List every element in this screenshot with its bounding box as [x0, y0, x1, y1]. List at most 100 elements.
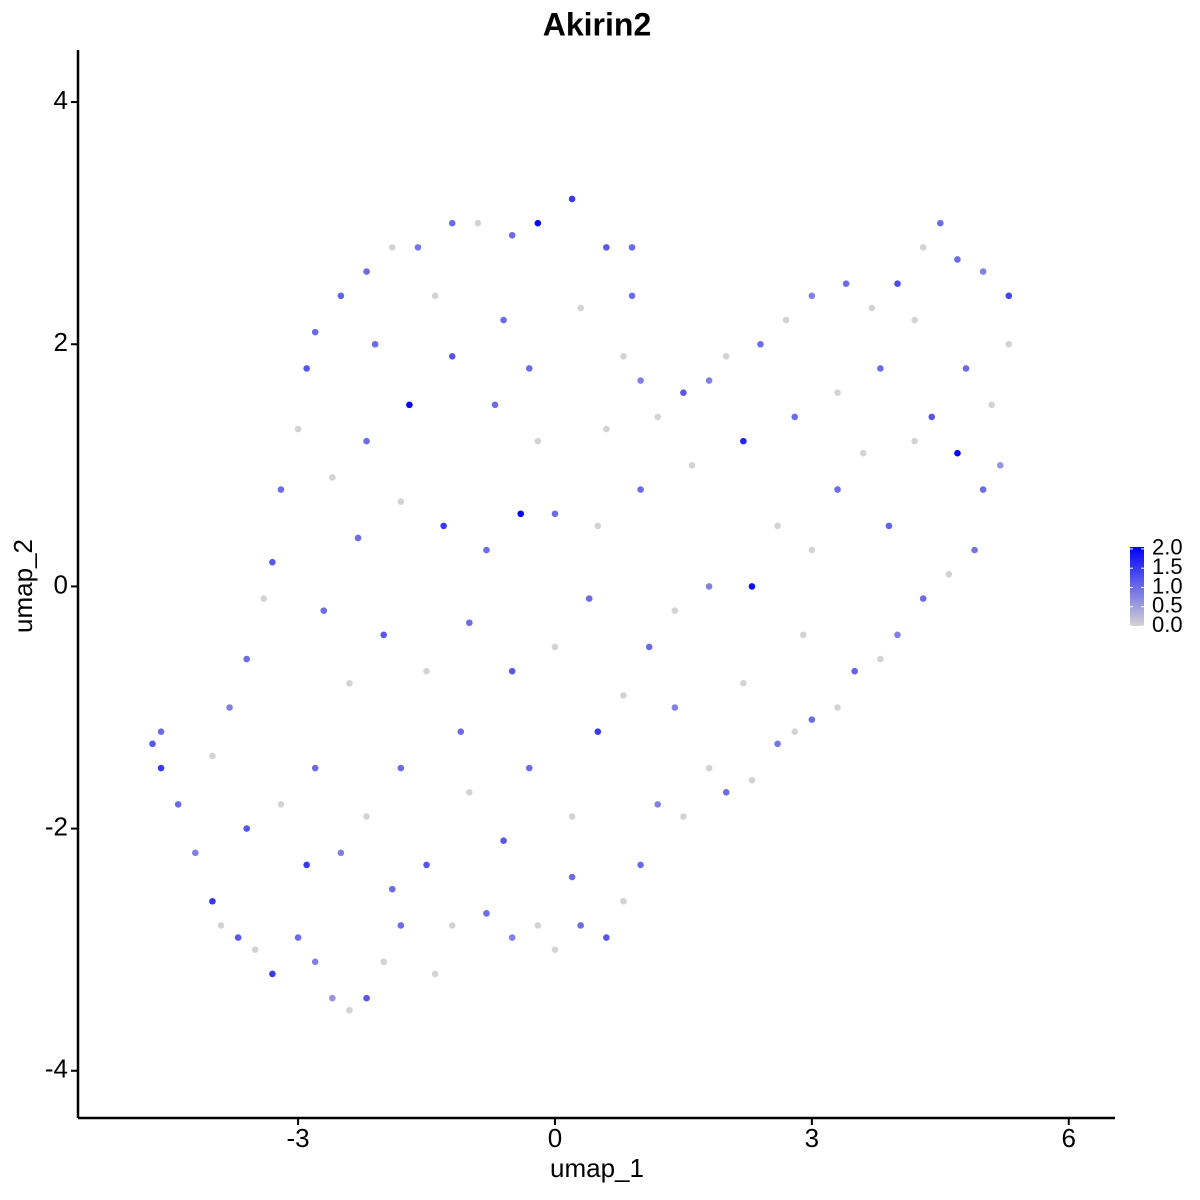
- point: [740, 437, 747, 445]
- point: [474, 219, 482, 227]
- point: [979, 268, 987, 275]
- point: [209, 897, 216, 905]
- x-tick-label: 3: [805, 1123, 819, 1153]
- point: [483, 546, 490, 554]
- point: [740, 679, 747, 687]
- point: [380, 958, 388, 966]
- point: [705, 377, 713, 384]
- point: [448, 219, 456, 227]
- point: [894, 280, 901, 288]
- point: [234, 934, 242, 941]
- point: [808, 716, 816, 723]
- point: [388, 244, 396, 251]
- point: [337, 292, 345, 300]
- point: [842, 280, 850, 288]
- point: [919, 244, 927, 251]
- point: [525, 764, 533, 772]
- colorbar-tick-label: 0.5: [1152, 593, 1183, 618]
- point: [1005, 340, 1013, 348]
- point: [877, 655, 884, 663]
- y-axis-label: umap_2: [8, 539, 38, 633]
- point: [834, 704, 841, 711]
- point: [294, 934, 302, 941]
- point: [551, 643, 559, 651]
- point: [311, 958, 319, 966]
- point: [945, 571, 953, 578]
- point: [808, 546, 816, 554]
- point: [603, 425, 610, 433]
- chart-title: Akirin2: [543, 6, 651, 42]
- point: [260, 595, 268, 602]
- point: [928, 413, 936, 421]
- point: [363, 268, 370, 275]
- point: [654, 413, 662, 421]
- point: [620, 692, 627, 699]
- point: [329, 474, 336, 481]
- point: [448, 922, 456, 929]
- x-tick-label: 6: [1062, 1123, 1076, 1153]
- point: [885, 522, 893, 530]
- point: [448, 353, 456, 360]
- point: [311, 764, 319, 772]
- point: [192, 849, 199, 857]
- point: [551, 946, 559, 953]
- colorbar-tick-label: 2.0: [1152, 535, 1183, 560]
- point: [688, 462, 696, 469]
- point: [406, 401, 413, 409]
- point: [594, 522, 602, 530]
- point: [680, 813, 687, 820]
- point: [594, 728, 602, 736]
- point: [851, 667, 858, 675]
- point: [500, 316, 507, 324]
- point: [979, 486, 987, 493]
- point: [757, 340, 764, 348]
- point: [534, 922, 542, 929]
- point: [1005, 292, 1013, 300]
- point: [868, 304, 876, 312]
- point: [363, 813, 370, 820]
- point: [277, 486, 285, 493]
- point: [937, 219, 944, 227]
- point: [748, 776, 756, 784]
- point: [525, 365, 533, 372]
- point: [534, 219, 542, 227]
- point: [508, 231, 516, 239]
- point: [705, 764, 713, 772]
- point: [722, 788, 730, 796]
- point: [748, 583, 756, 590]
- point: [363, 994, 370, 1002]
- y-tick-label: 2: [54, 327, 68, 357]
- point: [431, 970, 439, 978]
- point: [380, 631, 388, 639]
- point: [466, 788, 473, 796]
- point: [654, 801, 662, 808]
- point: [423, 667, 430, 675]
- point: [174, 801, 182, 808]
- point: [517, 510, 525, 518]
- point: [440, 522, 447, 530]
- point: [834, 486, 841, 493]
- point: [877, 365, 884, 372]
- point: [774, 740, 781, 748]
- point: [466, 619, 473, 627]
- point: [354, 534, 362, 542]
- point: [508, 667, 516, 675]
- point: [637, 377, 644, 384]
- point: [337, 849, 345, 857]
- point: [277, 801, 285, 808]
- point: [320, 607, 328, 614]
- point: [911, 437, 918, 445]
- point: [671, 607, 679, 614]
- point: [637, 861, 644, 869]
- point: [808, 292, 816, 300]
- point: [534, 437, 542, 445]
- point: [243, 825, 250, 832]
- point: [568, 813, 576, 820]
- point: [705, 583, 713, 590]
- point: [551, 510, 559, 518]
- point: [397, 922, 405, 929]
- point: [251, 946, 259, 953]
- point: [431, 292, 439, 300]
